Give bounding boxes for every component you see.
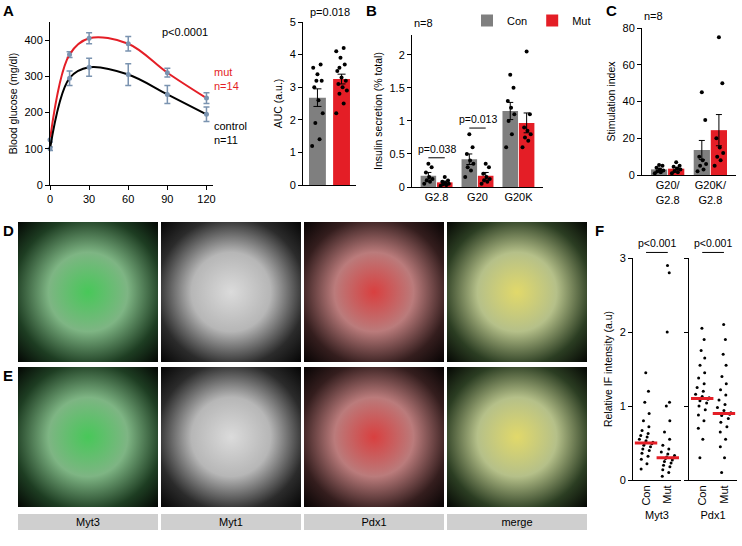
svg-text:mutn=14: mutn=14: [214, 66, 239, 92]
svg-text:Con: Con: [696, 485, 708, 505]
svg-text:Mut: Mut: [572, 15, 590, 27]
svg-text:Pdx1: Pdx1: [701, 509, 726, 521]
svg-text:p=0.013: p=0.013: [459, 113, 497, 125]
svg-text:G20K/G2.8: G20K/G2.8: [695, 179, 727, 205]
svg-text:80: 80: [623, 22, 635, 34]
svg-text:0.5: 0.5: [390, 148, 405, 160]
html-text:Myt3: Myt3: [76, 516, 100, 528]
svg-text:n=8: n=8: [414, 17, 433, 29]
svg-text:Con: Con: [640, 485, 652, 505]
svg-text:2: 2: [620, 326, 626, 338]
svg-text:AUC (a.u.): AUC (a.u.): [272, 79, 284, 129]
svg-text:3: 3: [620, 252, 626, 264]
svg-text:Blood glucose (mg/dl): Blood glucose (mg/dl): [7, 53, 19, 155]
svg-text:0: 0: [629, 169, 635, 181]
svg-text:2: 2: [290, 114, 296, 126]
svg-text:40: 40: [623, 95, 635, 107]
svg-text:1: 1: [290, 146, 296, 158]
svg-text:5: 5: [290, 16, 296, 28]
html-text:C: C: [606, 2, 617, 19]
svg-text:Insulin secretion (% total): Insulin secretion (% total): [372, 52, 384, 170]
svg-text:p<0.0001: p<0.0001: [162, 26, 208, 38]
svg-text:0: 0: [620, 474, 626, 486]
svg-text:G2.8: G2.8: [425, 191, 449, 203]
svg-text:G20K: G20K: [504, 191, 533, 203]
html-text:B: B: [366, 2, 377, 19]
svg-text:Mut: Mut: [718, 485, 730, 503]
svg-text:3: 3: [290, 81, 296, 93]
html-text:A: A: [3, 2, 14, 19]
svg-text:n=8: n=8: [644, 10, 663, 22]
svg-text:120: 120: [197, 193, 215, 205]
html-text:F: F: [595, 222, 605, 239]
svg-text:60: 60: [623, 59, 635, 71]
svg-text:Stimulation index: Stimulation index: [605, 61, 617, 142]
svg-text:Con: Con: [507, 15, 527, 27]
svg-text:0: 0: [37, 179, 43, 191]
svg-text:controln=11: controln=11: [214, 120, 247, 146]
svg-text:300: 300: [24, 70, 42, 82]
svg-text:1: 1: [399, 115, 405, 127]
svg-text:1: 1: [620, 400, 626, 412]
html-text:D: D: [3, 222, 14, 239]
svg-text:100: 100: [24, 143, 42, 155]
svg-text:90: 90: [161, 193, 173, 205]
svg-text:200: 200: [24, 106, 42, 118]
svg-text:Relative IF intensity (a.u): Relative IF intensity (a.u): [602, 311, 614, 427]
svg-text:0: 0: [290, 179, 296, 191]
svg-text:60: 60: [122, 193, 134, 205]
svg-text:Myt3: Myt3: [645, 509, 669, 521]
svg-text:2: 2: [399, 49, 405, 61]
html-text:merge: merge: [501, 516, 533, 528]
svg-text:p=0.038: p=0.038: [418, 143, 456, 155]
svg-text:G20/G2.8: G20/G2.8: [656, 179, 681, 205]
svg-text:400: 400: [24, 34, 42, 46]
html-text:E: E: [3, 367, 13, 384]
svg-text:30: 30: [83, 193, 95, 205]
svg-text:20: 20: [623, 132, 635, 144]
html-text:Myt1: Myt1: [219, 516, 243, 528]
svg-text:Mut: Mut: [661, 485, 673, 503]
svg-text:0: 0: [47, 193, 53, 205]
svg-text:p<0.001: p<0.001: [694, 237, 732, 249]
html-text:Pdx1: Pdx1: [361, 516, 387, 528]
svg-text:p=0.018: p=0.018: [310, 6, 350, 18]
svg-text:p<0.001: p<0.001: [638, 237, 676, 249]
svg-text:4: 4: [290, 48, 296, 60]
svg-text:1.5: 1.5: [390, 82, 405, 94]
svg-text:G20: G20: [467, 191, 488, 203]
svg-text:0: 0: [399, 181, 405, 193]
